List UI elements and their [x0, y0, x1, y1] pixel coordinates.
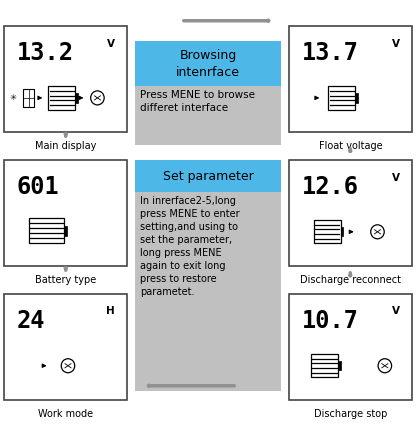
Bar — [135, 192, 281, 391]
Bar — [48, 86, 75, 110]
Bar — [338, 361, 341, 370]
Bar — [311, 354, 338, 378]
Text: V: V — [391, 306, 399, 317]
Bar — [355, 93, 358, 102]
Text: 13.2: 13.2 — [17, 41, 74, 65]
Text: 12.6: 12.6 — [301, 175, 359, 199]
Text: Press MENE to browse
differet interface: Press MENE to browse differet interface — [140, 90, 255, 113]
Text: Float voltage: Float voltage — [319, 141, 382, 151]
Text: 13.7: 13.7 — [301, 41, 359, 65]
Bar — [4, 26, 127, 132]
Bar — [23, 89, 34, 107]
Bar — [289, 26, 412, 132]
Text: Discharge stop: Discharge stop — [314, 409, 387, 419]
Text: Browsing
intenrface: Browsing intenrface — [176, 49, 240, 79]
Text: H: H — [106, 306, 115, 317]
Text: V: V — [391, 172, 399, 183]
Text: Battery type: Battery type — [35, 275, 96, 285]
Text: 24: 24 — [17, 309, 45, 333]
Bar — [135, 160, 281, 192]
Bar — [135, 86, 281, 145]
Bar — [289, 160, 412, 266]
Bar — [4, 160, 127, 266]
Bar — [4, 294, 127, 400]
Text: 10.7: 10.7 — [301, 309, 359, 333]
Bar — [75, 93, 78, 102]
Bar — [314, 220, 341, 244]
Text: Main display: Main display — [35, 141, 96, 151]
Bar — [328, 86, 355, 110]
Bar — [64, 226, 67, 236]
Text: In inrerface2-5,long
press MENE to enter
setting,and using to
set the parameter,: In inrerface2-5,long press MENE to enter… — [140, 196, 240, 297]
Text: Discharge reconnect: Discharge reconnect — [300, 275, 401, 285]
Text: ✳: ✳ — [9, 93, 16, 102]
Text: Set parameter: Set parameter — [163, 169, 253, 183]
Text: Work mode: Work mode — [38, 409, 93, 419]
Bar — [135, 41, 281, 86]
Bar — [289, 294, 412, 400]
Bar — [29, 218, 64, 244]
Text: V: V — [391, 38, 399, 49]
Text: 601: 601 — [17, 175, 59, 199]
Bar — [341, 227, 343, 236]
Text: V: V — [106, 38, 115, 49]
